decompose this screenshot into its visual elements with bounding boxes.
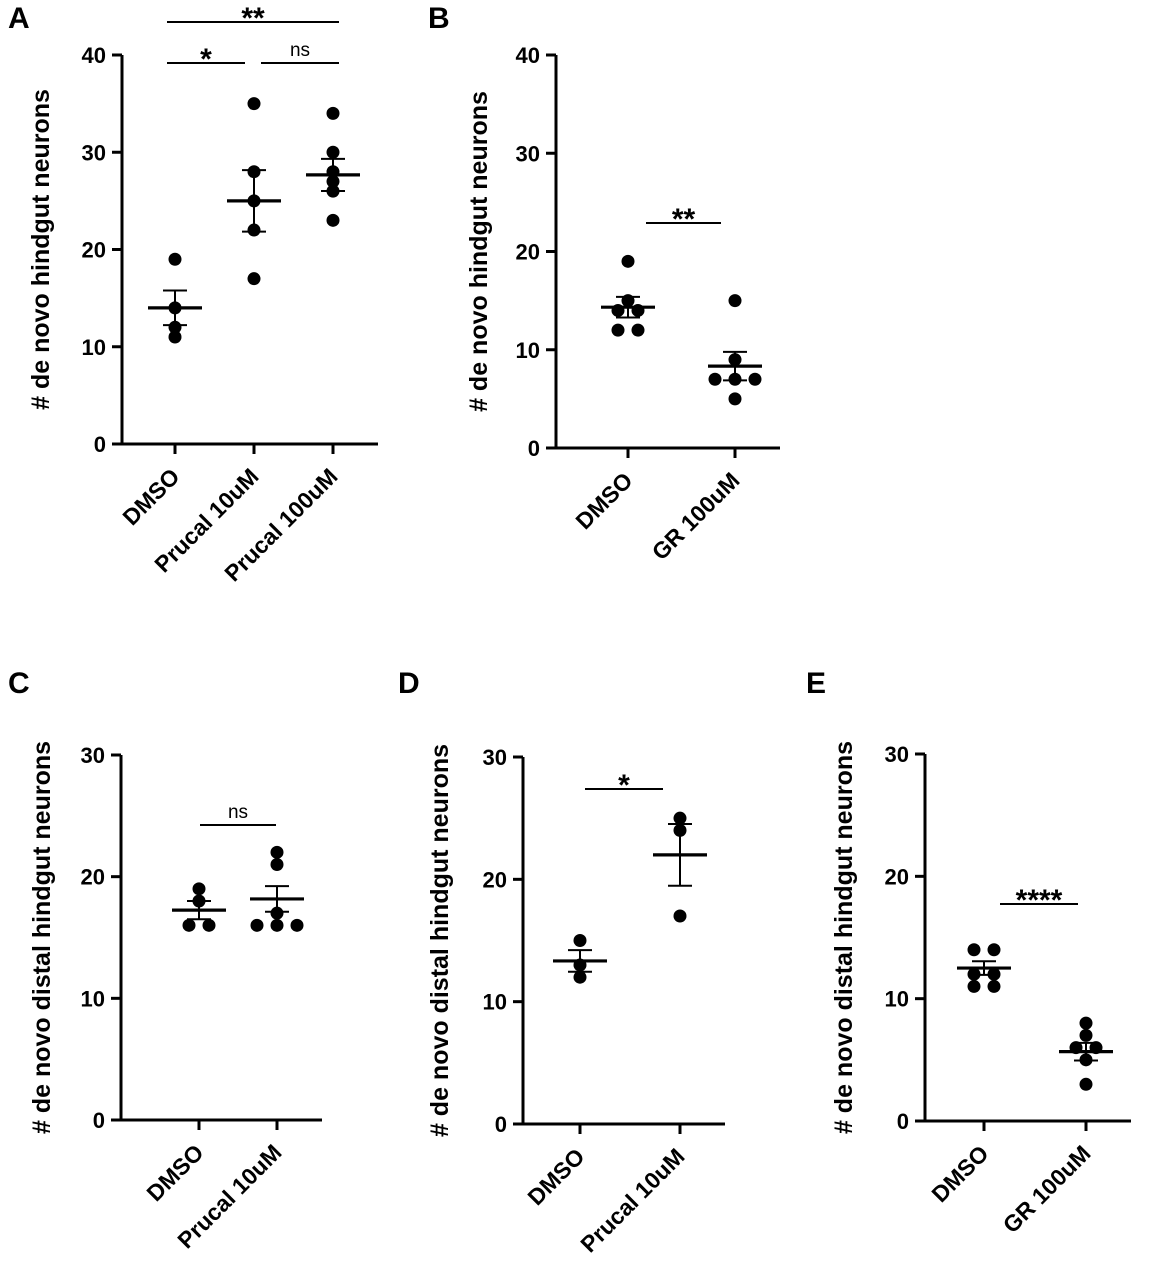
panel-letter: A bbox=[8, 2, 30, 35]
data-point bbox=[1079, 1028, 1093, 1042]
x-tick-label: DMSO bbox=[570, 467, 637, 534]
y-tick-label: 20 bbox=[516, 240, 540, 265]
y-tick-label: 20 bbox=[82, 238, 106, 263]
data-point bbox=[192, 882, 206, 896]
data-point bbox=[270, 858, 284, 871]
panel-letter: B bbox=[428, 2, 450, 35]
significance-label: ** bbox=[672, 203, 696, 236]
data-point bbox=[673, 909, 687, 923]
data-point bbox=[673, 811, 687, 825]
data-point bbox=[247, 97, 261, 111]
data-point bbox=[987, 943, 1001, 957]
y-tick-label: 20 bbox=[885, 864, 909, 889]
x-tick-label: GR 100uM bbox=[647, 467, 745, 565]
y-axis-label: # de novo distal hindgut neurons bbox=[28, 741, 56, 1134]
data-point bbox=[728, 392, 742, 406]
data-point bbox=[247, 272, 261, 286]
panel-b: B # de novo hindgut neurons 0 10 20 30 40 DMSO G… bbox=[428, 2, 780, 565]
data-point bbox=[621, 254, 635, 268]
data-point bbox=[728, 294, 742, 308]
x-tick-label: Prucal 10uM bbox=[575, 1143, 689, 1257]
panel-a: A# de novo hindgut neurons010203040DMSOP… bbox=[8, 2, 378, 586]
data-point bbox=[708, 372, 722, 386]
data-point bbox=[168, 320, 182, 334]
significance-label: ** bbox=[241, 2, 265, 35]
data-point bbox=[611, 323, 625, 337]
panel-letter: E bbox=[806, 667, 826, 700]
data-point bbox=[168, 252, 182, 266]
x-tick-label: DMSO bbox=[117, 463, 184, 530]
data-point bbox=[573, 934, 587, 947]
y-tick-label: 30 bbox=[82, 140, 106, 165]
y-tick-label: 10 bbox=[483, 990, 507, 1015]
data-point bbox=[967, 979, 981, 993]
panel-e: E # de novo distal hindgut neurons 0 10 20 30… bbox=[806, 667, 1131, 1238]
significance-label: * bbox=[618, 769, 630, 802]
significance-label: ns bbox=[290, 40, 310, 61]
data-point bbox=[290, 918, 304, 932]
data-point bbox=[631, 323, 645, 337]
data-point bbox=[326, 106, 340, 120]
y-tick-label: 10 bbox=[885, 987, 909, 1012]
y-axis-label: # de novo distal hindgut neurons bbox=[830, 741, 858, 1134]
y-tick-label: 0 bbox=[94, 432, 106, 457]
data-point bbox=[748, 372, 762, 386]
y-tick-label: 20 bbox=[81, 865, 105, 890]
data-point bbox=[326, 145, 340, 159]
y-axis-label: # de novo distal hindgut neurons bbox=[426, 744, 454, 1137]
data-point bbox=[270, 845, 284, 859]
data-point bbox=[1079, 1077, 1093, 1091]
panel-letter: D bbox=[398, 667, 420, 700]
y-tick-label: 0 bbox=[897, 1109, 909, 1134]
data-point bbox=[168, 330, 182, 344]
x-tick-label: DMSO bbox=[141, 1139, 208, 1206]
panel-letter: C bbox=[8, 667, 30, 700]
significance-label: **** bbox=[1016, 884, 1063, 917]
y-tick-label: 30 bbox=[483, 745, 507, 770]
y-tick-label: 30 bbox=[516, 141, 540, 166]
y-axis-label: # de novo hindgut neurons bbox=[27, 89, 55, 410]
data-point bbox=[326, 213, 340, 227]
y-axis-label: # de novo hindgut neurons bbox=[465, 91, 493, 412]
x-tick-label: GR 100uM bbox=[998, 1140, 1096, 1238]
y-tick-label: 0 bbox=[528, 436, 540, 461]
panel-d: D # de novo distal hindgut neurons 0 10 20 30… bbox=[398, 667, 725, 1257]
y-tick-label: 0 bbox=[93, 1108, 105, 1133]
y-tick-label: 10 bbox=[516, 338, 540, 363]
data-point bbox=[1079, 1016, 1093, 1030]
y-tick-label: 10 bbox=[82, 335, 106, 360]
y-tick-label: 0 bbox=[495, 1112, 507, 1137]
data-point bbox=[270, 906, 284, 920]
x-tick-label: DMSO bbox=[522, 1143, 589, 1210]
y-tick-label: 40 bbox=[82, 43, 106, 68]
data-point bbox=[967, 943, 981, 957]
x-tick-label: DMSO bbox=[926, 1140, 993, 1207]
data-point bbox=[987, 979, 1001, 993]
y-tick-label: 40 bbox=[516, 43, 540, 68]
data-point bbox=[573, 970, 587, 984]
significance-label: * bbox=[200, 43, 212, 76]
y-tick-label: 20 bbox=[483, 867, 507, 892]
data-point bbox=[270, 918, 284, 932]
y-tick-label: 10 bbox=[81, 986, 105, 1011]
data-point bbox=[250, 918, 264, 932]
y-tick-label: 30 bbox=[885, 742, 909, 767]
data-point bbox=[202, 918, 216, 932]
significance-label: ns bbox=[228, 802, 248, 823]
y-tick-label: 30 bbox=[81, 743, 105, 768]
panel-c: C # de novo distal hindgut neurons 0 10 20 30… bbox=[8, 667, 322, 1253]
data-point bbox=[182, 918, 196, 932]
